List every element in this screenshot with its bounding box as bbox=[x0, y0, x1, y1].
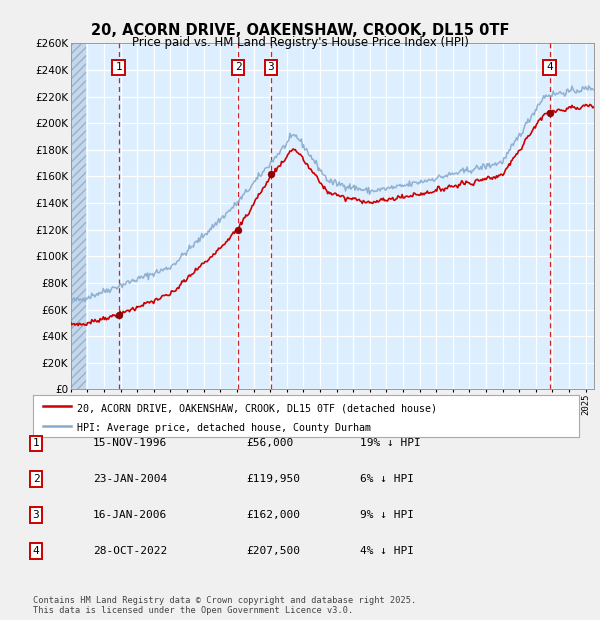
Text: £162,000: £162,000 bbox=[246, 510, 300, 520]
Text: £207,500: £207,500 bbox=[246, 546, 300, 556]
Text: 2: 2 bbox=[235, 63, 241, 73]
Text: 20, ACORN DRIVE, OAKENSHAW, CROOK, DL15 0TF (detached house): 20, ACORN DRIVE, OAKENSHAW, CROOK, DL15 … bbox=[77, 404, 437, 414]
Text: 3: 3 bbox=[268, 63, 274, 73]
Point bbox=[68, 422, 75, 430]
Point bbox=[68, 402, 75, 410]
Text: 23-JAN-2004: 23-JAN-2004 bbox=[93, 474, 167, 484]
Text: 4: 4 bbox=[32, 546, 40, 556]
Point bbox=[39, 402, 46, 410]
Text: 6% ↓ HPI: 6% ↓ HPI bbox=[360, 474, 414, 484]
Text: 1: 1 bbox=[115, 63, 122, 73]
Text: 9% ↓ HPI: 9% ↓ HPI bbox=[360, 510, 414, 520]
Text: HPI: Average price, detached house, County Durham: HPI: Average price, detached house, Coun… bbox=[77, 423, 371, 433]
Point bbox=[39, 422, 46, 430]
Text: 15-NOV-1996: 15-NOV-1996 bbox=[93, 438, 167, 448]
Text: 19% ↓ HPI: 19% ↓ HPI bbox=[360, 438, 421, 448]
Text: Contains HM Land Registry data © Crown copyright and database right 2025.
This d: Contains HM Land Registry data © Crown c… bbox=[33, 596, 416, 615]
Text: Price paid vs. HM Land Registry's House Price Index (HPI): Price paid vs. HM Land Registry's House … bbox=[131, 36, 469, 49]
Text: £56,000: £56,000 bbox=[246, 438, 293, 448]
Text: 20, ACORN DRIVE, OAKENSHAW, CROOK, DL15 0TF: 20, ACORN DRIVE, OAKENSHAW, CROOK, DL15 … bbox=[91, 23, 509, 38]
Text: 4% ↓ HPI: 4% ↓ HPI bbox=[360, 546, 414, 556]
Text: 3: 3 bbox=[32, 510, 40, 520]
Text: 4: 4 bbox=[546, 63, 553, 73]
Text: 28-OCT-2022: 28-OCT-2022 bbox=[93, 546, 167, 556]
Text: 16-JAN-2006: 16-JAN-2006 bbox=[93, 510, 167, 520]
Text: £119,950: £119,950 bbox=[246, 474, 300, 484]
Bar bbox=[71, 43, 86, 389]
Text: 1: 1 bbox=[32, 438, 40, 448]
Text: 2: 2 bbox=[32, 474, 40, 484]
